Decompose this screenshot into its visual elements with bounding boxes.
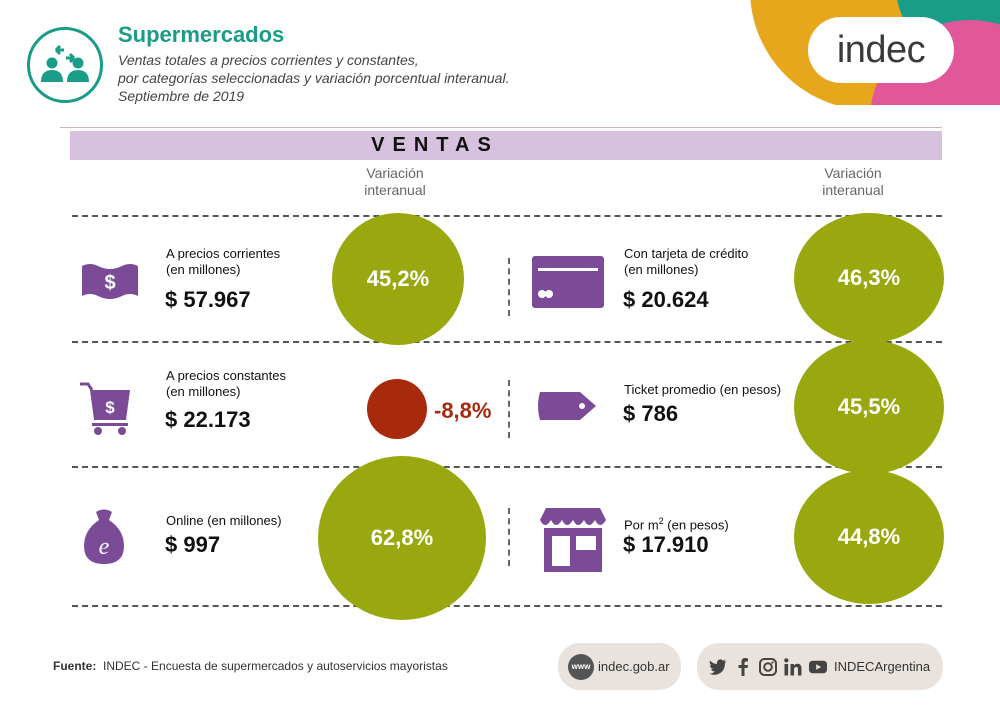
label-text-suffix: (en pesos) <box>663 517 729 533</box>
facebook-icon[interactable] <box>734 657 752 676</box>
item-label: Ticket promedio (en pesos) <box>624 382 782 397</box>
storefront-icon <box>540 508 606 577</box>
row-divider <box>72 215 942 217</box>
website-text: indec.gob.ar <box>598 659 670 674</box>
variation-circle: 45,5% <box>794 340 944 474</box>
subtitle-line-1: Ventas totales a precios corrientes y co… <box>118 52 419 68</box>
variation-header-left: Variación interanual <box>345 165 445 199</box>
variation-circle-negative <box>367 379 427 439</box>
credit-card-icon <box>532 256 604 313</box>
twitter-icon[interactable] <box>709 658 727 676</box>
people-exchange-icon <box>27 27 103 103</box>
item-label: Con tarjeta de crédito (en millones) <box>624 246 748 278</box>
column-divider <box>508 508 510 566</box>
label-line-1: A precios constantes <box>166 368 286 383</box>
label-line-2: (en millones) <box>166 262 241 277</box>
column-divider <box>508 380 510 438</box>
source-label: Fuente: <box>53 659 97 673</box>
item-label: Por m2 (en pesos) <box>624 513 729 533</box>
item-value: $ 786 <box>623 401 679 426</box>
www-icon: www <box>568 653 594 680</box>
item-value: $ 20.624 <box>623 287 709 312</box>
variation-header-line2: interanual <box>822 182 884 198</box>
variation-circle: 46,3% <box>794 213 944 343</box>
linkedin-icon[interactable] <box>784 657 802 676</box>
youtube-icon[interactable] <box>809 658 827 676</box>
label-line-2: (en millones) <box>166 384 241 399</box>
indec-logo: indec <box>808 17 954 83</box>
variation-circle: 44,8% <box>794 470 944 604</box>
item-value: $ 997 <box>165 532 221 557</box>
section-title: VENTAS <box>371 134 499 156</box>
label-line-2: (en millones) <box>624 262 699 277</box>
source-text: INDEC - Encuesta de supermercados y auto… <box>103 659 448 673</box>
item-value: $ 57.967 <box>165 287 251 312</box>
item-label: A precios corrientes (en millones) <box>166 246 280 278</box>
subtitle-date: Septiembre de 2019 <box>118 88 245 104</box>
row-divider <box>72 341 942 343</box>
variation-header-right: Variación interanual <box>803 165 903 199</box>
shopping-cart-icon: $ <box>80 380 132 441</box>
variation-circle: 62,8% <box>318 456 486 620</box>
subtitle-line-2: por categorías seleccionadas y variación… <box>118 70 510 86</box>
svg-text:$: $ <box>104 272 115 294</box>
label-line-1: A precios corrientes <box>166 246 281 261</box>
online-money-bag-icon: e <box>82 508 126 571</box>
money-bill-icon: $ <box>80 262 140 305</box>
row-divider <box>72 466 942 468</box>
website-link[interactable]: www indec.gob.ar <box>558 643 681 690</box>
svg-text:e: e <box>99 534 110 560</box>
section-band <box>70 131 942 160</box>
variation-header-line2: interanual <box>364 182 426 198</box>
item-value: $ 17.910 <box>623 532 709 557</box>
instagram-icon[interactable] <box>759 657 777 676</box>
social-links: INDECArgentina <box>697 643 943 690</box>
logo-text: indec <box>836 28 926 71</box>
variation-value-negative: -8,8% <box>434 398 492 423</box>
item-label: Online (en millones) <box>166 513 282 528</box>
column-divider <box>508 258 510 316</box>
item-value: $ 22.173 <box>165 407 251 432</box>
label-text: Por m <box>624 517 659 533</box>
label-superscript: 2 <box>658 516 664 526</box>
variation-circle: 45,2% <box>332 213 464 345</box>
row-divider <box>72 605 942 607</box>
band-top-line <box>60 127 942 128</box>
social-handle: INDECArgentina <box>834 659 931 674</box>
svg-text:$: $ <box>105 398 115 417</box>
source-note: Fuente: INDEC - Encuesta de supermercado… <box>53 659 448 673</box>
price-tag-icon <box>536 388 600 429</box>
variation-header-line1: Variación <box>824 165 882 181</box>
variation-header-line1: Variación <box>366 165 424 181</box>
item-label: A precios constantes (en millones) <box>166 368 286 400</box>
label-line-1: Con tarjeta de crédito <box>624 246 749 261</box>
page-title: Supermercados <box>118 22 285 47</box>
